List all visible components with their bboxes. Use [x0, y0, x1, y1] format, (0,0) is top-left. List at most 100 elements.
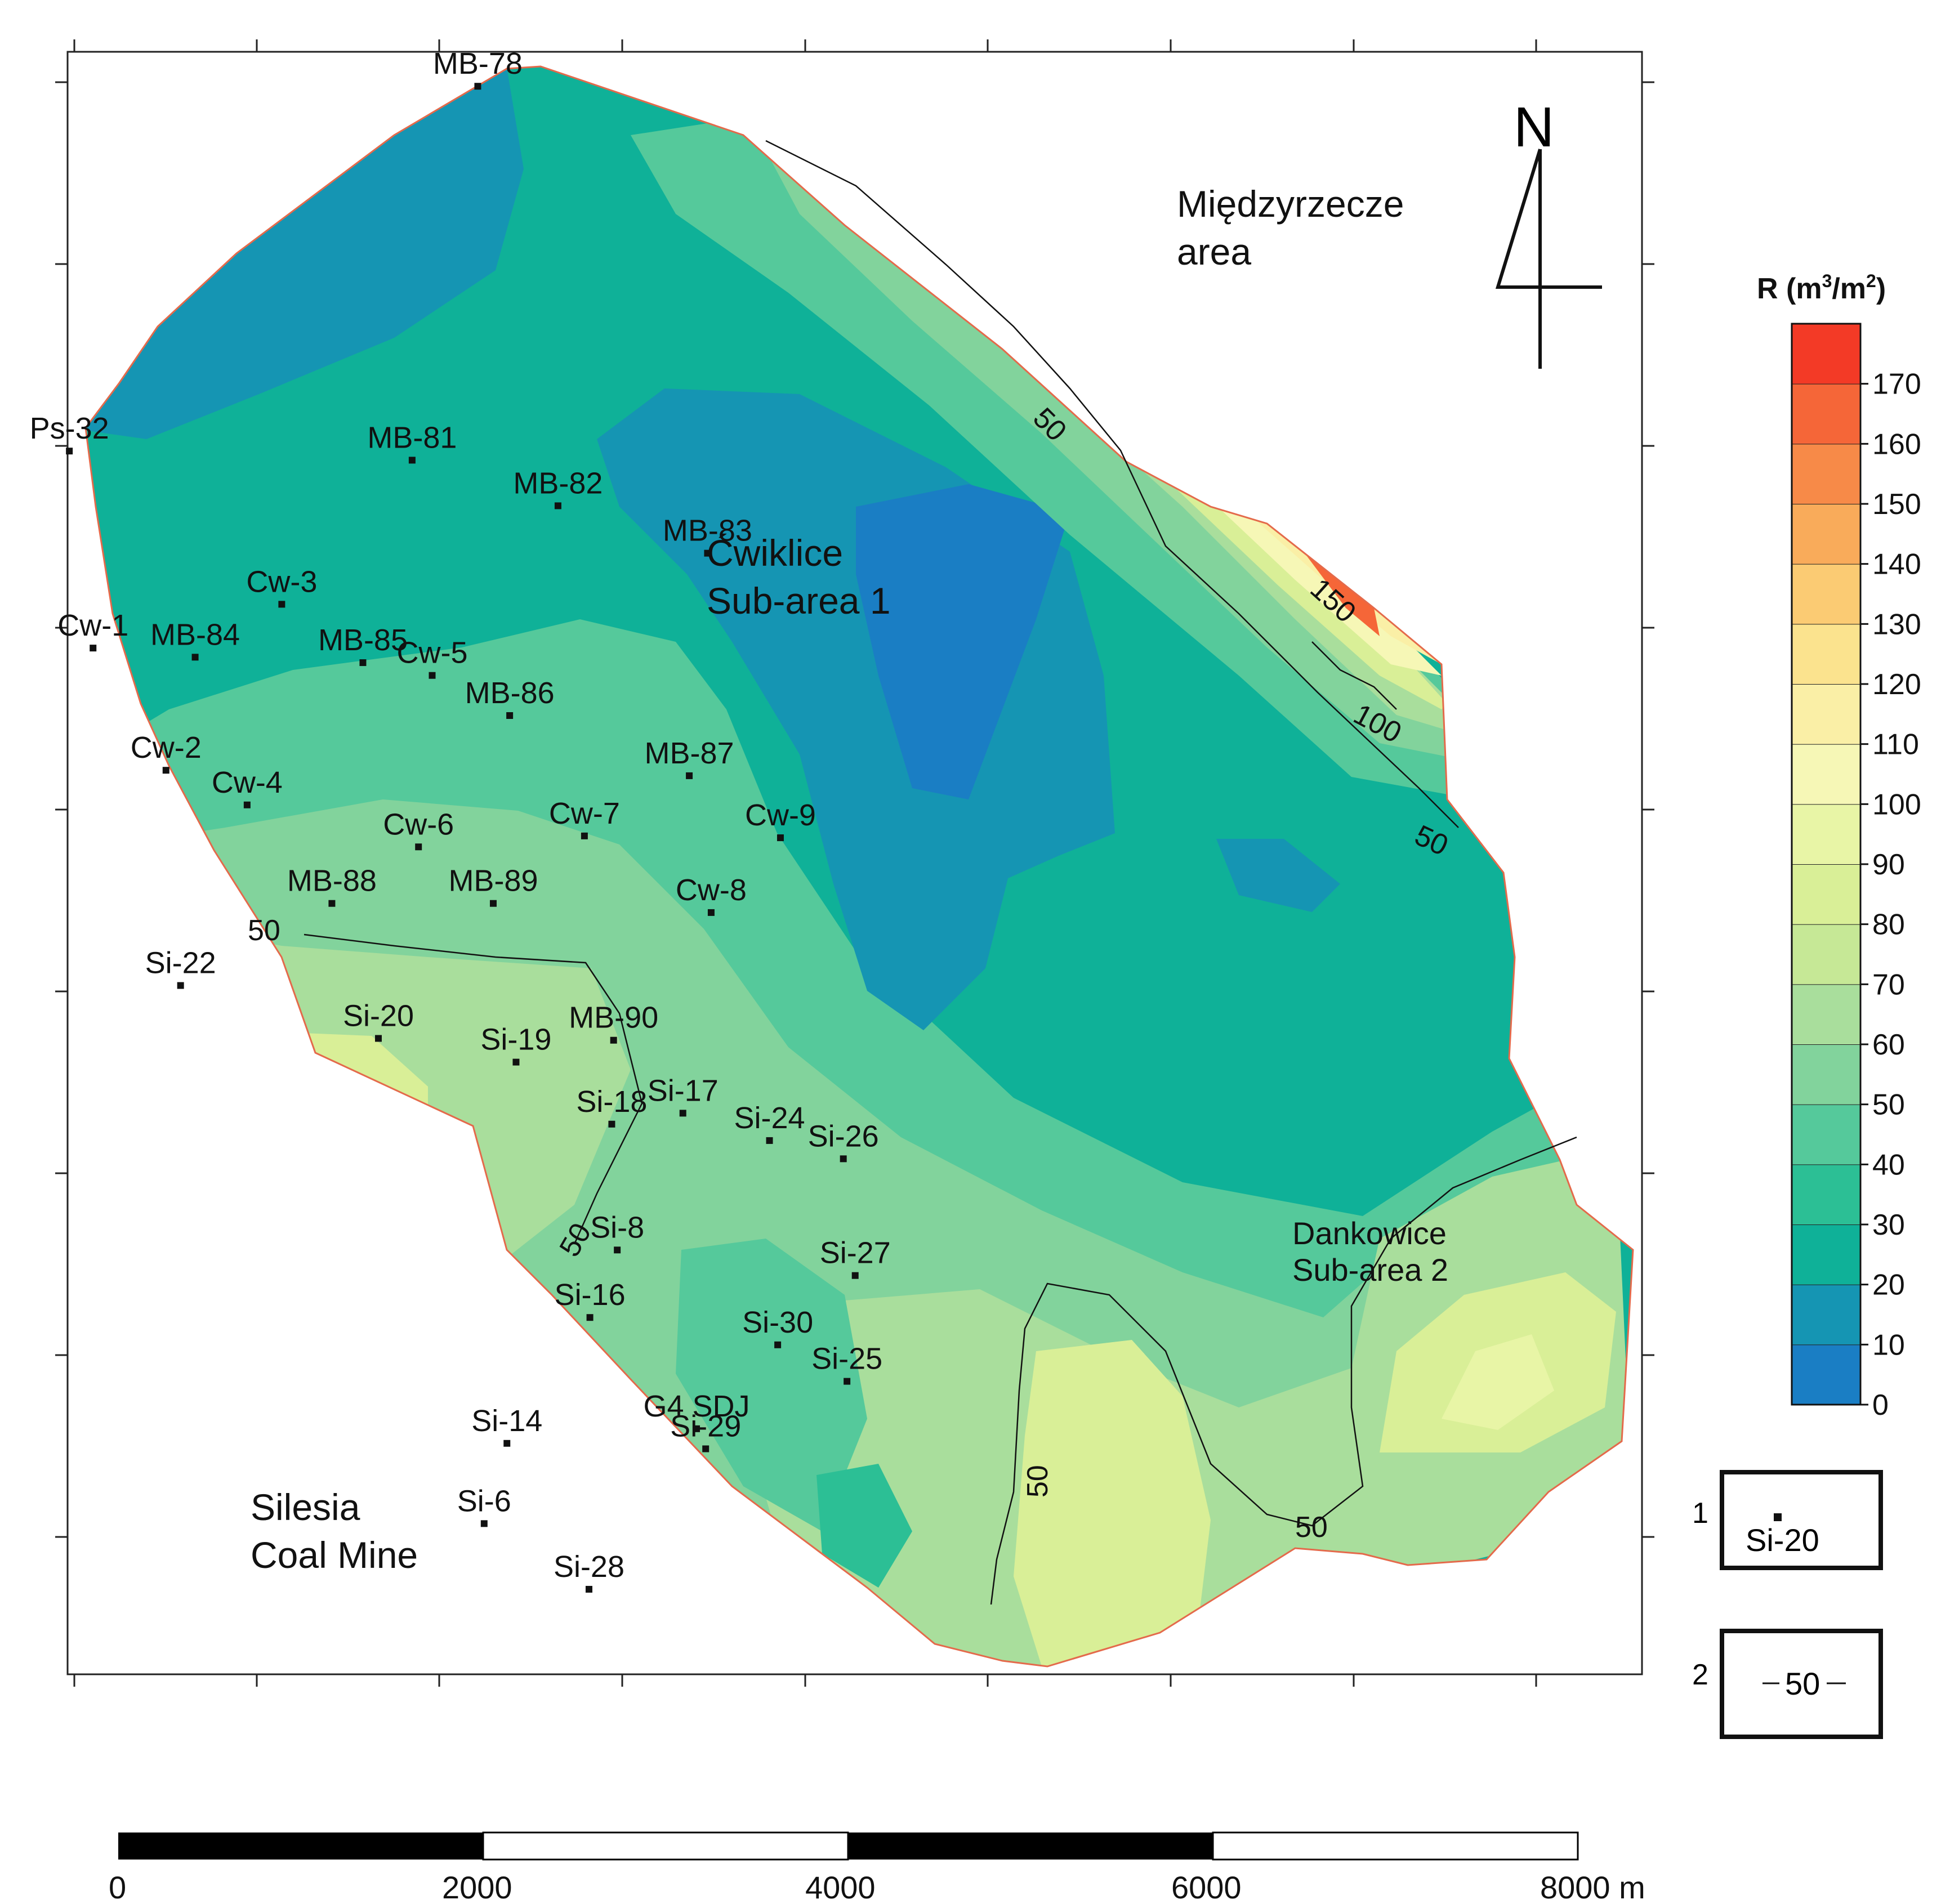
borehole-marker — [608, 1120, 615, 1128]
borehole-points: MB-18MB-78Ps-32MB-81MB-82MB-83Cw-3Cw-1MB… — [30, 47, 891, 1593]
borehole-label: Si-17 — [648, 1074, 719, 1107]
contour-label: 50 — [1295, 1511, 1328, 1544]
colorbar-tick-label: 70 — [1872, 968, 1905, 1001]
scale-tick-label: 4000 — [805, 1870, 876, 1904]
north-arrow: N — [1495, 96, 1602, 369]
borehole-label: Si-26 — [808, 1119, 879, 1153]
borehole-label: MB-89 — [448, 864, 538, 898]
borehole-label: Ps-32 — [30, 412, 109, 445]
borehole: Cw-3 — [246, 565, 317, 608]
borehole: MB-81 — [367, 421, 457, 464]
borehole: Si-6 — [457, 1484, 511, 1527]
borehole-marker — [686, 772, 693, 779]
borehole: MB-88 — [287, 864, 377, 907]
borehole-marker — [503, 1440, 511, 1447]
borehole: Cw-9 — [745, 798, 816, 842]
borehole: Cw-6 — [383, 807, 454, 851]
area-label-silesia: Silesia — [251, 1486, 360, 1528]
borehole-marker — [429, 672, 436, 679]
borehole-marker — [162, 767, 169, 774]
area-label-miedzyrzecze: area — [1177, 231, 1251, 272]
borehole-marker — [374, 1035, 382, 1042]
borehole: Si-20 — [343, 999, 414, 1042]
borehole-label: MB-88 — [287, 864, 377, 898]
colorbar-cell — [1791, 564, 1861, 625]
colorbar-cell — [1791, 1164, 1861, 1225]
colorbar-tick-label: 50 — [1872, 1089, 1905, 1121]
borehole-label: MB-83 — [663, 514, 752, 548]
borehole: MB-82 — [513, 466, 603, 509]
borehole-marker-icon — [1774, 1513, 1782, 1521]
borehole-label: Cw-2 — [131, 731, 202, 765]
borehole: Cw-4 — [212, 766, 283, 808]
borehole-marker — [90, 645, 97, 652]
borehole-marker — [66, 448, 73, 455]
borehole-label: Cw-6 — [383, 807, 454, 841]
colorbar-cell — [1791, 1044, 1861, 1105]
borehole: Si-14 — [471, 1404, 542, 1447]
borehole-label: Cw-5 — [396, 636, 467, 670]
colorbar-tick-label: 110 — [1872, 728, 1919, 761]
borehole: Cw-2 — [131, 731, 202, 774]
borehole-label: Si-22 — [145, 946, 216, 980]
borehole-label: MB-86 — [465, 676, 555, 710]
borehole: MB-83 — [663, 514, 752, 557]
scale-tick-label: 6000 — [1171, 1870, 1242, 1904]
borehole: Cw-5 — [396, 636, 468, 679]
borehole-label: Si-16 — [555, 1278, 626, 1312]
borehole: MB-85 — [318, 623, 408, 667]
borehole-marker — [328, 900, 336, 907]
colorbar-tick-label: 90 — [1872, 848, 1905, 881]
borehole-label: Si-28 — [554, 1550, 624, 1584]
borehole-marker — [177, 982, 184, 989]
borehole-label: Cw-1 — [57, 609, 128, 642]
borehole: Cw-1 — [57, 609, 128, 652]
borehole: Cw-7 — [549, 797, 620, 839]
colorbar-tick-label: 160 — [1872, 428, 1921, 461]
borehole-label: Si-24 — [734, 1101, 805, 1135]
borehole: MB-87 — [645, 736, 734, 779]
colorbar-tick-label: 10 — [1872, 1329, 1905, 1361]
colorbar-cell — [1791, 1104, 1861, 1165]
borehole-marker — [415, 843, 422, 851]
borehole-label: Cw-9 — [745, 798, 816, 832]
borehole-label: Si-6 — [457, 1484, 511, 1518]
borehole: Si-28 — [554, 1550, 624, 1593]
borehole-label: Si-30 — [742, 1306, 813, 1339]
colorbar-tick-label: 120 — [1872, 668, 1921, 701]
borehole-marker — [278, 601, 285, 608]
borehole-marker — [408, 457, 416, 464]
borehole: Si-22 — [145, 946, 216, 989]
borehole: Si-8 — [590, 1210, 644, 1254]
borehole-marker — [512, 1058, 520, 1066]
area-label-dankowice: Sub-area 2 — [1292, 1252, 1448, 1288]
north-arrow-icon — [1495, 149, 1602, 369]
colorbar-cell — [1791, 503, 1861, 565]
colorbar-tick-label: 30 — [1872, 1209, 1905, 1241]
borehole-marker — [585, 1585, 592, 1593]
area-label-dankowice: Dankowice — [1292, 1215, 1447, 1251]
borehole: Ps-32 — [30, 412, 109, 455]
contour-label: 50 — [1021, 1465, 1054, 1498]
scale-tick-label: 2000 — [442, 1870, 512, 1904]
area-label-miedzyrzecze: Międzyrzecze — [1177, 183, 1404, 225]
borehole-marker — [777, 834, 784, 842]
borehole-marker — [851, 1272, 859, 1279]
borehole: Si-25 — [811, 1342, 882, 1385]
scale-tick-label: 0 — [109, 1870, 126, 1904]
area-label-silesia: Coal Mine — [251, 1534, 418, 1576]
borehole-label: G4 SDJ — [643, 1389, 749, 1423]
borehole: Cw-8 — [676, 873, 747, 916]
borehole-label: Cw-4 — [212, 766, 283, 799]
borehole: Si-24 — [734, 1101, 805, 1144]
area-labels: Międzyrzecze area Ćwiklice Sub-area 1 Da… — [251, 183, 1448, 1576]
legend-item1-number: 1 — [1692, 1497, 1708, 1530]
borehole-marker — [610, 1036, 617, 1044]
north-label: N — [1514, 96, 1554, 159]
borehole-label: MB-87 — [645, 736, 734, 770]
colorbar-cell — [1791, 383, 1861, 445]
colorbar-cell — [1791, 1284, 1861, 1346]
colorbar-tick-label: 100 — [1872, 788, 1921, 821]
borehole: MB-89 — [448, 864, 538, 907]
